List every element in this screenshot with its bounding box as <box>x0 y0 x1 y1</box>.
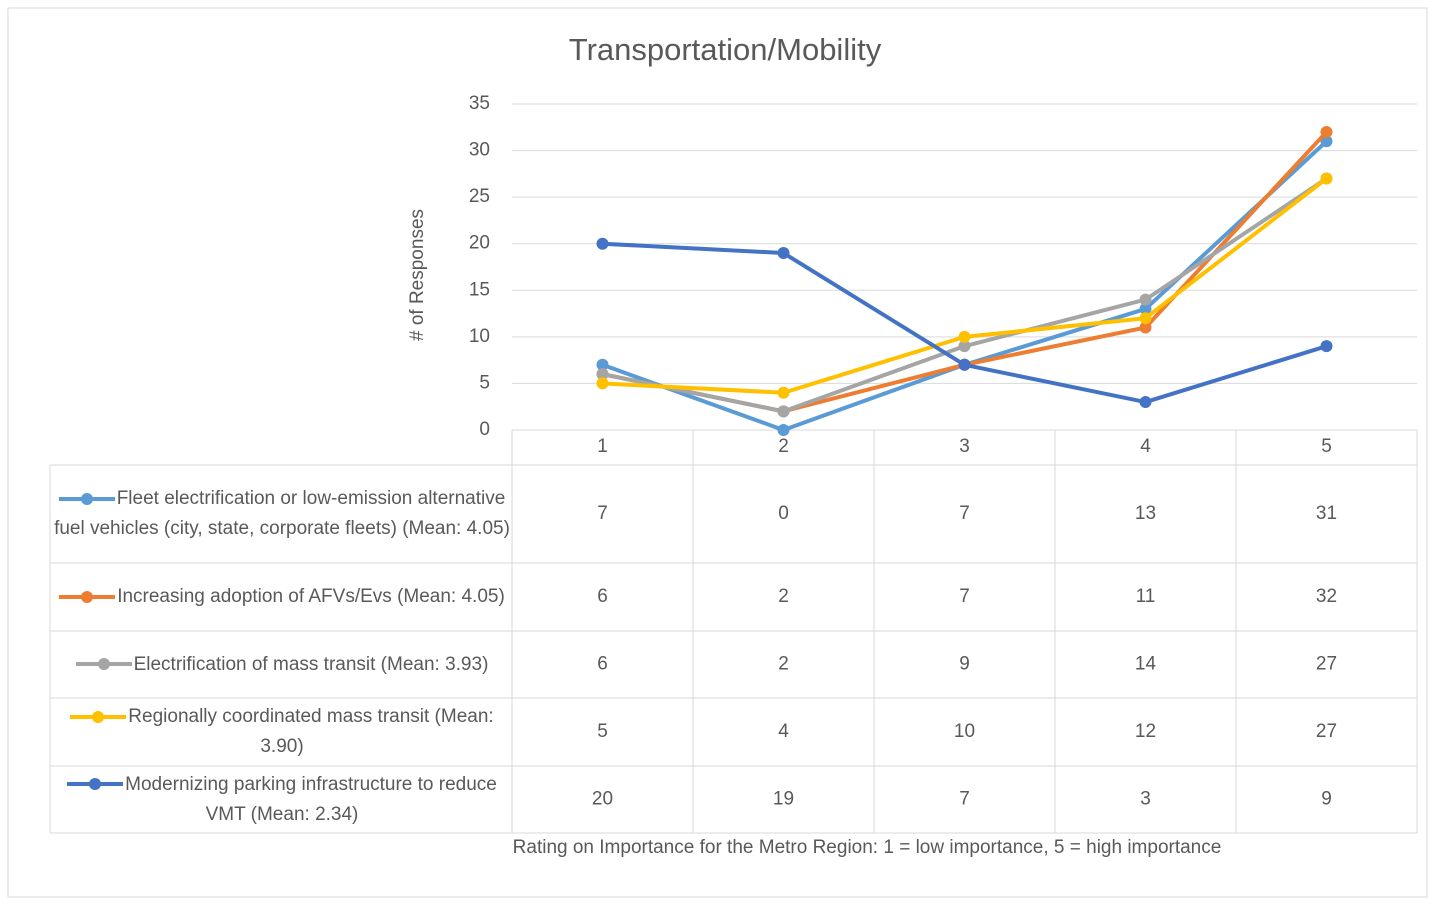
data-point <box>777 247 790 260</box>
table-value: 2 <box>778 586 789 607</box>
table-value: 19 <box>773 789 794 810</box>
legend-entry: Fleet electrification or low-emission al… <box>54 465 510 563</box>
data-point <box>596 237 609 250</box>
chart-title: Transportation/Mobility <box>569 32 882 67</box>
table-value: 7 <box>959 586 970 607</box>
series-line <box>601 139 1328 432</box>
table-value: 3 <box>1140 789 1151 810</box>
table-value: 31 <box>1316 503 1337 524</box>
y-tick-label: 15 <box>469 279 490 300</box>
legend-key <box>67 778 124 791</box>
series-line <box>602 176 1328 414</box>
table-value: 27 <box>1316 721 1337 742</box>
table-value: 5 <box>597 721 608 742</box>
x-axis-label: Rating on Importance for the Metro Regio… <box>513 837 1222 858</box>
table-value: 12 <box>1135 721 1156 742</box>
legend-key <box>58 492 115 505</box>
legend-cell: Modernizing parking infrastructure to re… <box>54 770 510 830</box>
data-point <box>596 358 609 371</box>
table-value: 7 <box>959 789 970 810</box>
legend-entry: Increasing adoption of AFVs/Evs (Mean: 4… <box>54 563 510 631</box>
x-tick-label: 1 <box>597 436 608 457</box>
legend-label: Modernizing parking infrastructure to re… <box>125 773 497 825</box>
series-line <box>602 241 1328 405</box>
y-tick-label: 0 <box>479 419 490 440</box>
legend-entry: Modernizing parking infrastructure to re… <box>54 766 510 833</box>
legend-cell: Fleet electrification or low-emission al… <box>54 484 510 544</box>
data-point <box>1320 125 1333 138</box>
legend-cell: Increasing adoption of AFVs/Evs (Mean: 4… <box>59 582 505 612</box>
data-point <box>1139 293 1152 306</box>
legend-label: Regionally coordinated mass transit (Mea… <box>128 706 494 757</box>
data-point <box>1139 312 1152 325</box>
legend-key <box>75 658 132 671</box>
table-value: 27 <box>1316 654 1337 675</box>
table-value: 10 <box>954 721 975 742</box>
chart-border <box>7 7 1428 898</box>
data-point <box>777 405 790 418</box>
data-point <box>1139 396 1152 409</box>
y-tick-label: 30 <box>469 140 490 161</box>
data-point <box>1320 135 1333 148</box>
data-point <box>958 358 971 371</box>
legend-cell: Regionally coordinated mass transit (Mea… <box>54 702 510 762</box>
table-value: 6 <box>597 654 608 675</box>
data-point <box>1139 321 1152 334</box>
data-point <box>777 424 790 436</box>
legend-label: Electrification of mass transit (Mean: 3… <box>133 653 489 675</box>
table-value: 32 <box>1316 586 1337 607</box>
y-tick-label: 25 <box>469 186 490 207</box>
data-point <box>958 340 971 353</box>
legend-entry: Regionally coordinated mass transit (Mea… <box>54 698 510 766</box>
table-value: 9 <box>1321 789 1332 810</box>
legend-entry: Electrification of mass transit (Mean: 3… <box>54 631 510 698</box>
table-value: 13 <box>1135 503 1156 524</box>
x-tick-label: 2 <box>778 436 789 457</box>
y-axis-label: # of Responses <box>407 209 428 341</box>
legend-label: Increasing adoption of AFVs/Evs (Mean: 4… <box>117 586 505 607</box>
x-tick-label: 4 <box>1140 436 1151 457</box>
table-value: 11 <box>1136 586 1156 607</box>
data-point <box>958 330 971 343</box>
data-point <box>777 386 790 399</box>
data-point <box>1320 172 1333 185</box>
x-tick-label: 5 <box>1321 436 1332 457</box>
table-value: 2 <box>778 654 789 675</box>
x-tick-label: 3 <box>959 436 970 457</box>
y-tick-label: 5 <box>479 372 490 393</box>
table-value: 9 <box>959 654 970 675</box>
table-value: 7 <box>597 503 608 524</box>
data-point <box>596 368 609 381</box>
y-tick-label: 35 <box>469 93 490 114</box>
data-point <box>1139 302 1152 315</box>
legend-key <box>70 710 127 723</box>
legend-label: Fleet electrification or low-emission al… <box>54 488 510 539</box>
table-value: 20 <box>592 789 613 810</box>
table-value: 7 <box>959 503 970 524</box>
table-value: 14 <box>1135 654 1157 675</box>
table-value: 0 <box>778 503 789 524</box>
y-tick-label: 10 <box>469 326 490 347</box>
legend-key <box>59 590 116 603</box>
data-point <box>1320 340 1333 353</box>
table-value: 6 <box>597 586 608 607</box>
table-value: 4 <box>778 721 789 742</box>
legend-cell: Electrification of mass transit (Mean: 3… <box>75 650 489 680</box>
data-point <box>596 377 609 390</box>
y-tick-label: 20 <box>469 233 490 254</box>
